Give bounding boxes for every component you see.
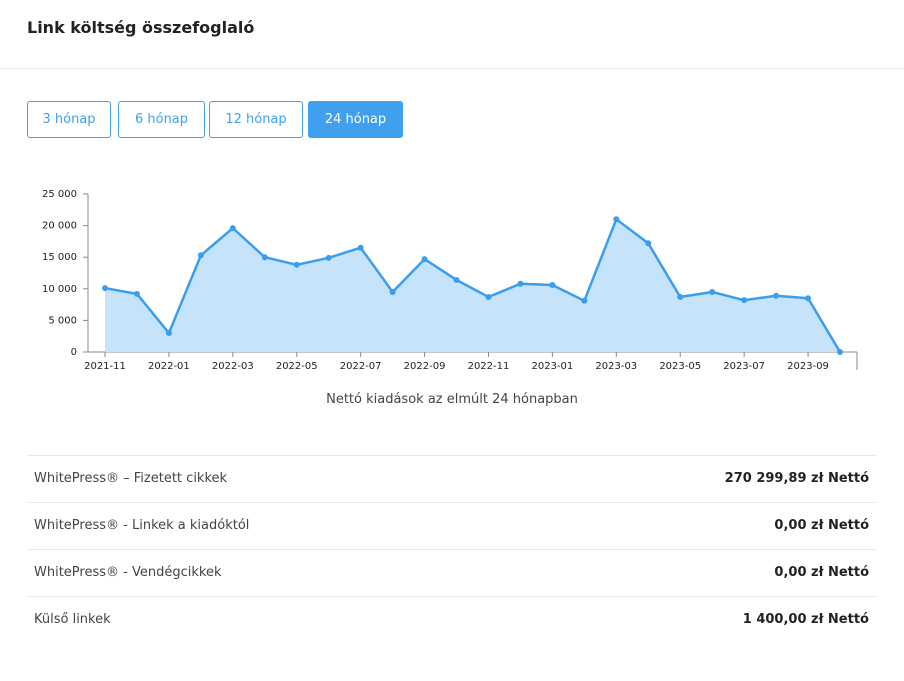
table-row: WhitePress® – Fizetett cikkek 270 299,89 …	[27, 455, 877, 503]
point	[102, 285, 108, 292]
point	[645, 240, 652, 247]
point	[485, 294, 492, 301]
point	[453, 276, 460, 283]
point	[837, 349, 843, 355]
table-row: WhitePress® - Vendégcikkek 0,00 zł Nettó	[27, 549, 877, 597]
point	[133, 290, 140, 297]
row-amount: 270 299,89 zł Nettó	[724, 471, 869, 486]
point	[229, 225, 236, 232]
x-tick-label: 2023-01	[531, 361, 573, 372]
x-tick-label: 2022-03	[212, 361, 254, 372]
point	[165, 330, 172, 337]
row-label: WhitePress® - Linkek a kiadóktól	[34, 518, 250, 533]
point	[325, 254, 332, 261]
point	[709, 288, 716, 295]
x-tick-label: 2022-09	[404, 361, 446, 372]
x-tick-label: 2022-01	[148, 361, 190, 372]
divider	[0, 68, 904, 69]
point	[517, 280, 524, 287]
point	[549, 282, 556, 289]
y-tick-label: 20 000	[42, 221, 77, 232]
period-button[interactable]: 6 hónap	[118, 101, 205, 138]
x-tick-label: 2023-03	[595, 361, 637, 372]
point	[293, 261, 300, 268]
point	[773, 292, 780, 299]
point	[389, 288, 396, 295]
x-tick-label: 2022-07	[340, 361, 382, 372]
point	[741, 297, 748, 304]
row-label: Külső linkek	[34, 612, 111, 627]
y-tick-label: 25 000	[42, 189, 77, 200]
row-amount: 0,00 zł Nettó	[774, 565, 869, 580]
point	[581, 297, 588, 304]
point	[357, 244, 364, 251]
chart: 0 5 000 10 000 15 000 20 000 25 000 2021-11 202…	[42, 189, 858, 372]
page-title: Link költség összefoglaló	[27, 18, 255, 37]
row-amount: 1 400,00 zł Nettó	[742, 612, 869, 627]
point	[677, 294, 684, 301]
period-button[interactable]: 12 hónap	[209, 101, 303, 138]
row-amount: 0,00 zł Nettó	[774, 518, 869, 533]
point	[421, 256, 428, 263]
x-tick-label: 2023-05	[659, 361, 701, 372]
line	[104, 218, 842, 353]
y-tick-label: 15 000	[42, 252, 77, 263]
period-button[interactable]: 24 hónap	[308, 101, 403, 138]
table-row: WhitePress® - Linkek a kiadóktól 0,00 zł …	[27, 502, 877, 550]
y-tick-label: 0	[71, 347, 77, 358]
x-tick-label: 2021-11	[84, 361, 126, 372]
point	[261, 254, 268, 261]
x-tick-label: 2022-05	[276, 361, 318, 372]
y-tick-label: 5 000	[48, 315, 77, 326]
row-label: WhitePress® – Fizetett cikkek	[34, 471, 228, 486]
point	[805, 295, 812, 302]
table-row: Külső linkek 1 400,00 zł Nettó	[27, 596, 877, 644]
x-tick-label: 2023-09	[787, 361, 829, 372]
point	[197, 252, 204, 259]
y-tick-label: 10 000	[42, 284, 77, 295]
x-axis-label: Nettó kiadások az elmúlt 24 hónapban	[326, 392, 578, 407]
point	[613, 216, 620, 223]
x-tick-label: 2023-07	[723, 361, 765, 372]
area-fill	[105, 219, 840, 352]
x-tick-label: 2022-11	[468, 361, 510, 372]
row-label: WhitePress® - Vendégcikkek	[34, 565, 222, 580]
period-button[interactable]: 3 hónap	[27, 101, 111, 138]
